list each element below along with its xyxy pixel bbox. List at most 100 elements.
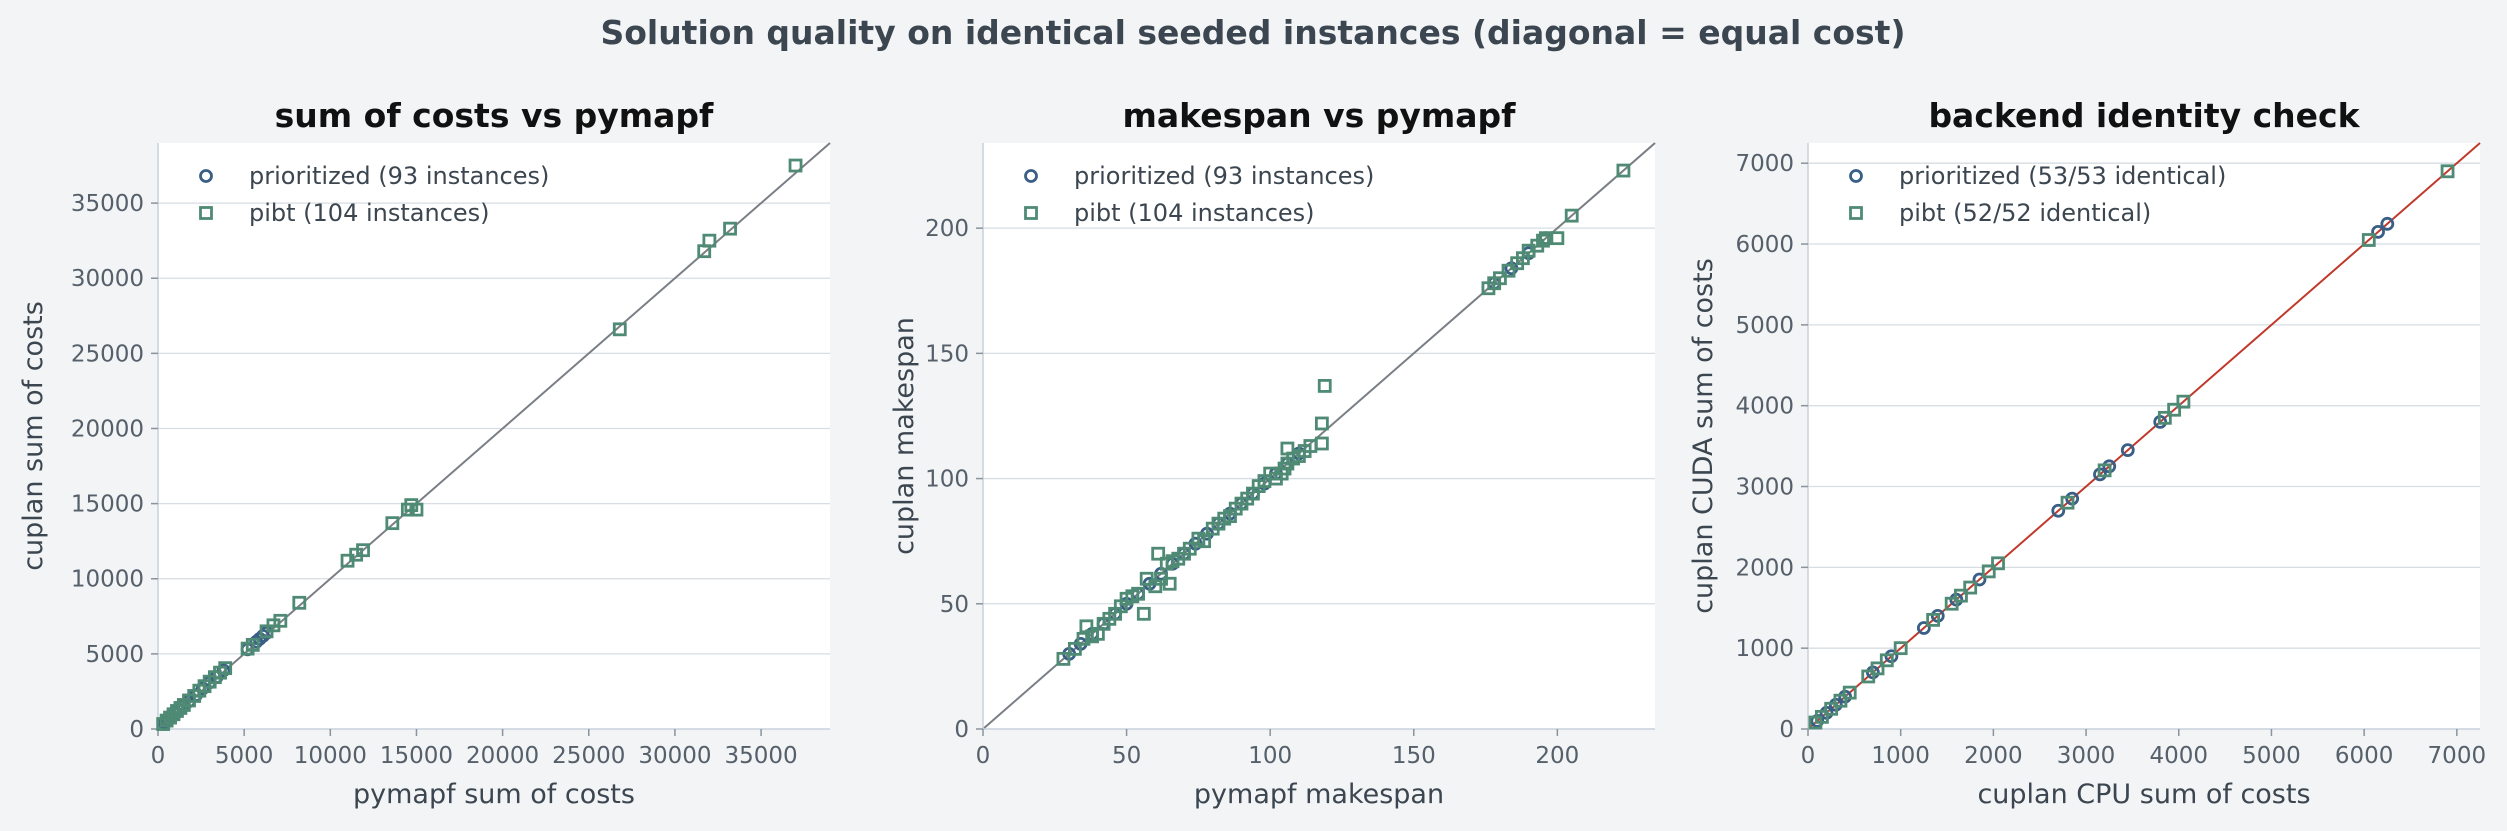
legend-marker-square [1024, 206, 1038, 220]
point-pibt [1536, 233, 1550, 248]
x-tick-label: 15000 [380, 743, 453, 769]
x-tick-label: 5000 [215, 743, 274, 769]
panel-sum-of-costs: 0 5000 10000 15000 20000 25000 30000 35000 0 5000… [18, 96, 831, 810]
y-tick-label: 4000 [1735, 394, 1794, 420]
panel-title: backend identity check [1928, 96, 2360, 135]
point-pibt [1564, 208, 1579, 223]
y-tick-label: 15000 [71, 492, 144, 518]
point-pibt [2097, 463, 2112, 478]
y-tick-label: 5000 [85, 642, 144, 668]
point-pibt [1981, 564, 1996, 579]
point-pibt [1550, 231, 1565, 246]
y-tick-label: 0 [1779, 717, 1794, 743]
point-pibt [702, 233, 717, 248]
point-pibt [1954, 588, 1968, 603]
y-tick-label: 7000 [1735, 151, 1794, 177]
point-pibt [1314, 416, 1329, 431]
x-tick-label: 4000 [2149, 743, 2208, 769]
point-pibt [1870, 661, 1885, 676]
point-pibt [2157, 410, 2172, 425]
point-pibt [1879, 653, 1894, 668]
x-tick-label: 0 [151, 743, 166, 769]
point-pibt [2176, 394, 2191, 409]
point-pibt [1151, 546, 1166, 561]
legend-label: pibt (104 instances) [249, 199, 490, 227]
panel-backend-identity: 0 1000 2000 3000 4000 5000 6000 7000 0 1000 2000 30… [1688, 96, 2486, 810]
point-pibt [1991, 556, 2005, 571]
y-tick-label: 3000 [1735, 475, 1794, 501]
point-pibt [1833, 693, 1848, 708]
legend-label: pibt (104 instances) [1074, 199, 1315, 227]
x-axis-label: pymapf sum of costs [353, 779, 635, 810]
point-prioritized [2051, 503, 2066, 518]
x-tick-label: 150 [1392, 743, 1436, 769]
point-pibt [1842, 685, 1857, 700]
point-pibt [385, 516, 400, 531]
point-pibt [273, 613, 288, 628]
point-pibt [1616, 163, 1631, 178]
point-pibt [723, 221, 737, 236]
x-tick-label: 200 [1535, 743, 1579, 769]
point-pibt [218, 661, 233, 676]
point-pibt [1893, 641, 1908, 656]
x-tick-label: 25000 [552, 743, 625, 769]
y-tick-label: 0 [954, 717, 969, 743]
panel-title: sum of costs vs pymapf [275, 96, 714, 135]
y-tick-label: 0 [129, 717, 144, 743]
y-axis-label: cuplan sum of costs [18, 301, 49, 571]
x-tick-label: 35000 [724, 743, 797, 769]
y-tick-label: 150 [925, 341, 969, 367]
point-pibt [1861, 669, 1876, 684]
y-axis-label: cuplan makespan [889, 317, 920, 555]
legend-marker-square [199, 206, 213, 220]
panel-title: makespan vs pymapf [1122, 96, 1516, 135]
y-tick-label: 2000 [1735, 555, 1794, 581]
figure-suptitle: Solution quality on identical seeded ins… [600, 13, 1905, 52]
point-pibt [1815, 709, 1829, 724]
x-axis-label: cuplan CPU sum of costs [1977, 779, 2310, 810]
x-tick-label: 1000 [1871, 743, 1930, 769]
point-pibt [1501, 263, 1516, 278]
y-tick-label: 6000 [1735, 232, 1794, 258]
y-tick-label: 100 [925, 467, 969, 493]
y-tick-label: 50 [940, 592, 969, 618]
x-tick-label: 30000 [638, 743, 711, 769]
point-pibt [1280, 441, 1295, 456]
legend-marker-circle [1849, 169, 1863, 183]
point-pibt [409, 502, 424, 517]
y-tick-label: 200 [925, 216, 969, 242]
point-pibt [1162, 576, 1177, 591]
point-pibt [1131, 586, 1145, 601]
y-axis-label: cuplan CUDA sum of costs [1688, 258, 1719, 614]
point-pibt [356, 543, 370, 558]
point-pibt [1493, 271, 1507, 286]
x-tick-label: 10000 [294, 743, 367, 769]
point-prioritized [2120, 443, 2135, 458]
point-pibt [173, 701, 188, 715]
point-pibt [1824, 701, 1839, 716]
legend-label: prioritized (93 instances) [249, 162, 549, 190]
x-tick-label: 3000 [2057, 743, 2116, 769]
panel-makespan: 0 50 100 150 200 0 50 100 150 200 prioritized (93 … [889, 96, 1656, 810]
legend-marker-square [1849, 206, 1863, 220]
point-pibt [1056, 651, 1071, 666]
legend-label: prioritized (93 instances) [1074, 162, 1374, 190]
legend-label: pibt (52/52 identical) [1899, 199, 2151, 227]
x-tick-label: 7000 [2428, 743, 2487, 769]
point-pibt [1067, 641, 1082, 656]
point-pibt [1317, 379, 1332, 393]
x-tick-label: 0 [1801, 743, 1816, 769]
point-pibt [2361, 233, 2376, 247]
point-pibt [2060, 495, 2075, 510]
legend-marker-circle [1024, 169, 1038, 183]
point-pibt [1139, 571, 1154, 586]
legend-marker-circle [199, 169, 213, 183]
point-pibt [1076, 631, 1091, 646]
y-tick-label: 30000 [71, 266, 144, 292]
point-prioritized [1972, 572, 1987, 587]
y-tick-label: 35000 [71, 191, 144, 217]
y-tick-label: 25000 [71, 341, 144, 367]
point-pibt [612, 322, 627, 337]
point-pibt [1136, 606, 1151, 621]
